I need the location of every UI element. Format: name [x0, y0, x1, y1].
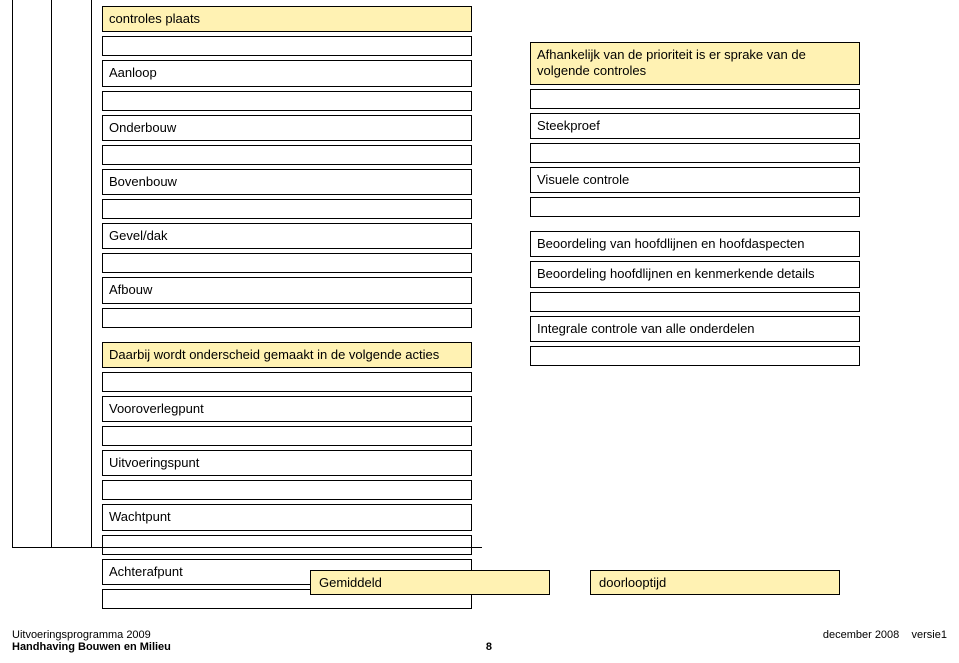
controles-plaats-header: controles plaats	[102, 6, 472, 32]
onderscheid-group: Daarbij wordt onderscheid gemaakt in de …	[102, 342, 472, 609]
empty-row	[102, 535, 472, 555]
empty-row	[102, 36, 472, 56]
left-table: controles plaats Aanloop Onderbouw Boven…	[12, 0, 482, 548]
footer: Uitvoeringsprogramma 2009 december 2008 …	[12, 629, 947, 653]
visuele-controle: Visuele controle	[530, 167, 860, 193]
steekproef: Steekproef	[530, 113, 860, 139]
beoordeling-kenmerkende: Beoordeling hoofdlijnen en kenmerkende d…	[530, 261, 860, 287]
vooroverlegpunt: Vooroverlegpunt	[102, 396, 472, 422]
phase-onderbouw: Onderbouw	[102, 115, 472, 141]
footer-page-number: 8	[171, 641, 807, 653]
bottom-row: Gemiddeld doorlooptijd	[310, 570, 880, 595]
footer-versie: versie1	[912, 629, 947, 641]
afhankelijk-header: Afhankelijk van de prioriteit is er spra…	[530, 42, 860, 85]
phase-aanloop: Aanloop	[102, 60, 472, 86]
beoordeling-hoofdaspecten: Beoordeling van hoofdlijnen en hoofdaspe…	[530, 231, 860, 257]
footer-date-versie: december 2008 versie1	[823, 629, 947, 641]
empty-row	[102, 426, 472, 446]
page: controles plaats Aanloop Onderbouw Boven…	[0, 0, 959, 663]
table-col-content: controles plaats Aanloop Onderbouw Boven…	[92, 0, 482, 548]
footer-programma: Uitvoeringsprogramma 2009	[12, 629, 151, 641]
empty-row	[530, 197, 860, 217]
controles-plaats-group: controles plaats Aanloop Onderbouw Boven…	[102, 6, 472, 328]
phase-afbouw: Afbouw	[102, 277, 472, 303]
empty-row	[530, 89, 860, 109]
right-column: Afhankelijk van de prioriteit is er spra…	[530, 42, 860, 370]
empty-row	[102, 145, 472, 165]
empty-row	[102, 480, 472, 500]
empty-row	[102, 308, 472, 328]
wachtpunt: Wachtpunt	[102, 504, 472, 530]
onderscheid-header: Daarbij wordt onderscheid gemaakt in de …	[102, 342, 472, 368]
footer-date: december 2008	[823, 629, 899, 641]
empty-row	[530, 143, 860, 163]
phase-gevel-dak: Gevel/dak	[102, 223, 472, 249]
footer-handhaving: Handhaving Bouwen en Milieu	[12, 641, 171, 653]
empty-row	[530, 346, 860, 366]
beoordeling-group: Beoordeling van hoofdlijnen en hoofdaspe…	[530, 231, 860, 366]
empty-row	[102, 199, 472, 219]
uitvoeringspunt: Uitvoeringspunt	[102, 450, 472, 476]
gemiddeld-box: Gemiddeld	[310, 570, 550, 595]
afhankelijk-group: Afhankelijk van de prioriteit is er spra…	[530, 42, 860, 217]
integrale-controle: Integrale controle van alle onderdelen	[530, 316, 860, 342]
table-col-1	[12, 0, 52, 548]
doorlooptijd-box: doorlooptijd	[590, 570, 840, 595]
empty-row	[102, 91, 472, 111]
empty-row	[102, 372, 472, 392]
empty-row	[530, 292, 860, 312]
phase-bovenbouw: Bovenbouw	[102, 169, 472, 195]
empty-row	[102, 253, 472, 273]
table-col-2	[52, 0, 92, 548]
